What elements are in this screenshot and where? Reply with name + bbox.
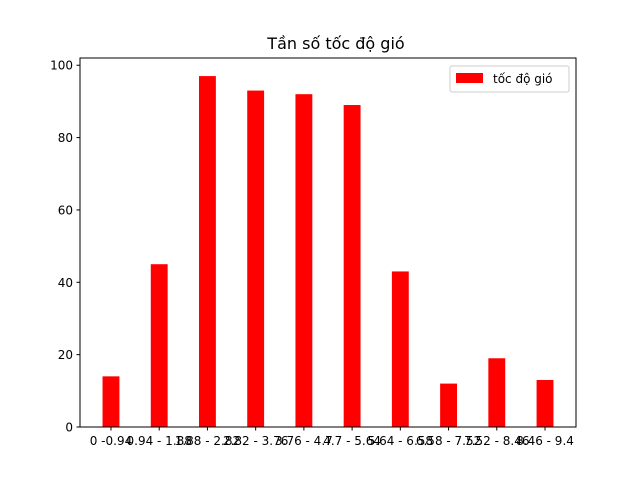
axes-frame — [79, 57, 577, 428]
bar — [536, 379, 554, 427]
y-axis: 0 20 40 60 80 100 — [50, 59, 80, 435]
x-tick-label: 6.58 - 7.52 — [416, 434, 481, 448]
x-tick-label: 8.46 - 9.4 — [516, 434, 574, 448]
legend: tốc độ gió — [449, 65, 570, 93]
bar — [343, 105, 361, 427]
y-tick-label: 0 — [65, 421, 73, 435]
legend-label: tốc độ gió — [493, 72, 553, 86]
bar — [198, 76, 216, 428]
chart-title: Tần số tốc độ gió — [266, 34, 404, 53]
x-axis: 0 -0.940.94 - 1.881.88 - 2.822.82 - 3.76… — [90, 427, 574, 448]
y-tick-label: 40 — [58, 276, 73, 290]
x-tick-label: 1.88 - 2.82 — [175, 434, 240, 448]
y-tick-label: 60 — [58, 203, 73, 217]
x-tick-label: 3.76 - 4.7 — [275, 434, 333, 448]
x-tick-label: 2.82 - 3.76 — [223, 434, 288, 448]
bar — [391, 271, 409, 427]
y-tick-label: 20 — [58, 348, 73, 362]
y-tick-label: 80 — [58, 131, 73, 145]
bar — [295, 94, 313, 428]
x-tick-label: 4.7 - 5.64 — [323, 434, 381, 448]
bar — [488, 358, 506, 427]
y-tick-label: 100 — [50, 59, 73, 73]
bar — [150, 264, 168, 427]
bar — [102, 376, 120, 427]
x-tick-label: 0.94 - 1.88 — [127, 434, 192, 448]
x-tick-label: 0 -0.94 — [90, 434, 133, 448]
x-tick-label: 5.64 - 6.58 — [368, 434, 433, 448]
legend-box — [449, 65, 570, 93]
plot-area: 0 20 40 60 80 100 0 -0.940.94 - 1.881.88 - 2.… — [50, 57, 577, 448]
bars-group — [102, 76, 554, 428]
legend-swatch — [456, 73, 483, 83]
x-tick-label: 7.52 - 8.46 — [464, 434, 529, 448]
bar — [440, 383, 458, 427]
bar — [247, 90, 265, 427]
